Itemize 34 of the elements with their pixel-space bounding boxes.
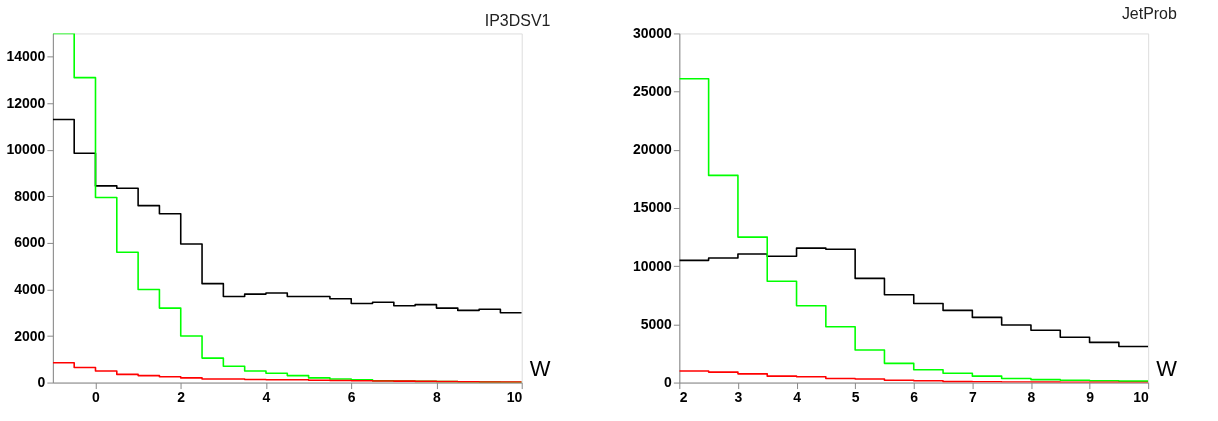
y-tick-label: 5000 — [640, 315, 673, 332]
x-tick-label: 4 — [793, 389, 802, 406]
y-tick-label: 6000 — [14, 234, 46, 251]
x-tick-label: 3 — [734, 389, 743, 406]
y-tick-label: 8000 — [14, 187, 46, 204]
chart-title: IP3DSV1 — [484, 12, 551, 30]
x-tick-label: 6 — [347, 389, 356, 406]
x-tick-label: 2 — [177, 389, 186, 406]
x-tick-label: 9 — [1086, 389, 1095, 406]
y-tick-label: 10000 — [633, 257, 673, 274]
y-tick-label: 30000 — [633, 24, 673, 41]
x-tick-label: 6 — [910, 389, 919, 406]
x-tick-label: 5 — [851, 389, 860, 406]
x-tick-label: 10 — [506, 389, 523, 406]
x-axis-title: W — [1156, 355, 1178, 381]
x-tick-label: 8 — [433, 389, 442, 406]
y-tick-label: 2000 — [14, 327, 46, 344]
y-tick-label: 20000 — [633, 141, 673, 158]
y-tick-label: 4000 — [14, 280, 46, 297]
y-tick-label: 0 — [664, 374, 673, 391]
x-tick-label: 2 — [679, 389, 688, 406]
chart-title: JetProb — [1121, 5, 1177, 23]
y-tick-label: 10000 — [6, 141, 46, 158]
y-tick-label: 0 — [37, 374, 46, 391]
x-tick-label: 4 — [262, 389, 271, 406]
y-tick-label: 12000 — [6, 94, 46, 111]
x-tick-label: 7 — [968, 389, 977, 406]
x-axis-title: W — [529, 355, 551, 381]
y-tick-label: 15000 — [633, 199, 673, 216]
x-tick-label: 0 — [92, 389, 101, 406]
x-tick-label: 8 — [1027, 389, 1036, 406]
x-tick-label: 10 — [1133, 389, 1149, 406]
y-tick-label: 14000 — [6, 48, 46, 65]
y-tick-label: 25000 — [633, 83, 673, 100]
